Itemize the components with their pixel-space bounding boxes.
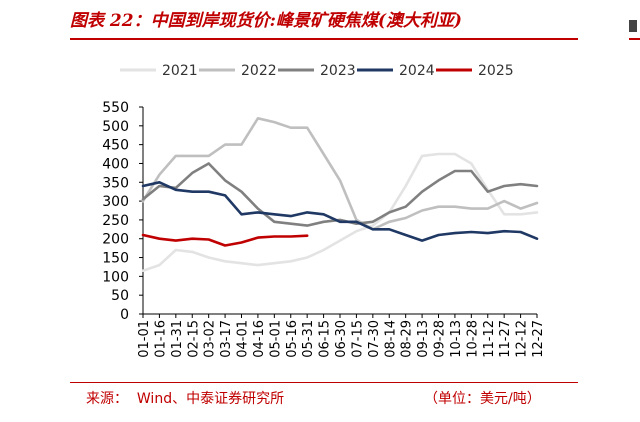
- x-tick-label: 01-01: [137, 320, 152, 358]
- x-tick-label: 10-13: [449, 320, 464, 358]
- adjacent-panel-divider: [629, 38, 640, 40]
- y-tick-label: 0: [120, 307, 129, 323]
- x-tick-label: 11-12: [482, 320, 497, 358]
- x-tick-label: 03-17: [219, 320, 234, 358]
- y-tick-label: 300: [102, 194, 129, 210]
- x-tick-label: 07-15: [350, 320, 365, 358]
- y-tick-label: 50: [111, 288, 129, 304]
- chart-legend: 2021 2022 2023 2024 2025: [120, 63, 514, 79]
- legend-label-2023: 2023: [320, 63, 356, 79]
- adjacent-panel-mark: [629, 20, 637, 32]
- chart-title: 图表 22：中国到岸现货价:峰景矿硬焦煤(澳大利亚): [70, 11, 462, 31]
- legend-label-2024: 2024: [399, 63, 435, 79]
- legend-label-2021: 2021: [162, 63, 198, 79]
- x-tick-label: 09-13: [416, 320, 431, 358]
- adjacent-panel-edge: [618, 6, 640, 66]
- x-tick-label: 01-16: [153, 320, 168, 358]
- unit-note: （单位：美元/吨）: [424, 391, 541, 407]
- series-line-2024: [141, 181, 539, 242]
- x-tick-label: 06-15: [318, 320, 333, 358]
- series-line-2021: [141, 152, 539, 272]
- series-line-2025: [141, 233, 309, 247]
- legend-label-2025: 2025: [478, 63, 514, 79]
- legend-label-2022: 2022: [241, 63, 277, 79]
- x-tick-label: 09-28: [433, 320, 448, 358]
- x-tick-label: 04-16: [252, 320, 267, 358]
- x-tick-label: 12-12: [515, 320, 530, 358]
- y-tick-label: 100: [102, 269, 129, 285]
- y-tick-label: 350: [102, 175, 129, 191]
- x-tick-label: 08-14: [383, 320, 398, 358]
- x-tick-label: 12-27: [531, 320, 546, 358]
- x-tick-label: 05-31: [301, 320, 316, 358]
- x-tick-label: 10-28: [465, 320, 480, 358]
- x-tick-label: 04-01: [236, 320, 251, 358]
- x-tick-label: 07-30: [367, 320, 382, 358]
- y-tick-label: 550: [102, 100, 129, 116]
- x-tick-label: 02-15: [186, 320, 201, 358]
- chart-series: [141, 117, 539, 272]
- y-tick-label: 500: [102, 119, 129, 135]
- y-tick-label: 250: [102, 213, 129, 229]
- x-tick-label: 03-02: [203, 320, 218, 358]
- x-tick-label: 11-27: [498, 320, 513, 358]
- x-tick-label: 05-16: [285, 320, 300, 358]
- x-tick-label: 06-30: [334, 320, 349, 358]
- x-tick-label: 05-01: [268, 320, 283, 358]
- x-tick-label: 08-29: [400, 320, 415, 358]
- series-line-2022: [141, 117, 539, 231]
- title-divider: [70, 38, 578, 40]
- footer-divider: [70, 382, 578, 383]
- y-tick-label: 200: [102, 232, 129, 248]
- y-tick-label: 400: [102, 156, 129, 172]
- series-line-2023: [141, 162, 539, 227]
- x-tick-label: 01-31: [170, 320, 185, 358]
- y-tick-label: 450: [102, 138, 129, 154]
- source-note: 来源： Wind、中泰证券研究所: [86, 391, 285, 407]
- y-tick-label: 150: [102, 251, 129, 267]
- line-chart: 2021 2022 2023 2024 2025 0 50 100 150 200 250 300 3…: [102, 63, 546, 358]
